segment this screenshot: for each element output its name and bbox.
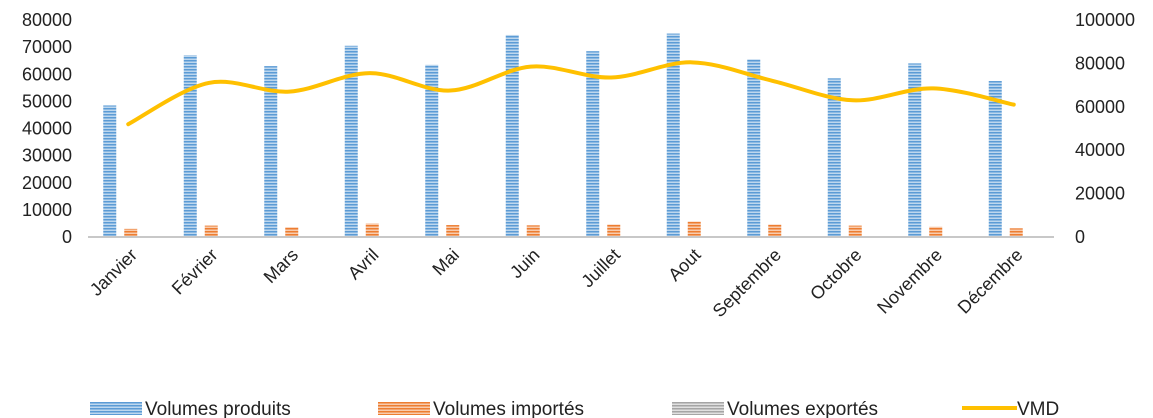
- vmd-line: [126, 60, 1016, 127]
- x-axis-labels: Janvier Février Mars Avril Mai Juin Juillet Aou…: [86, 245, 1027, 321]
- legend-swatch: [90, 402, 142, 415]
- bar-volumes-importes: [607, 224, 621, 237]
- y-right-tick-label: 0: [1075, 227, 1085, 247]
- x-tick-label: Octobre: [806, 245, 865, 304]
- bar-volumes-produits: [183, 55, 197, 238]
- left-axis-ticks: 0 10000 20000 30000 40000 50000 60000 70000 8000…: [22, 10, 72, 247]
- y-left-tick-label: 60000: [22, 64, 72, 84]
- bar-volumes-produits: [988, 81, 1002, 237]
- bar-volumes-importes: [687, 221, 701, 237]
- y-left-tick-label: 0: [62, 227, 72, 247]
- bar-volumes-produits: [103, 105, 117, 237]
- y-right-tick-label: 60000: [1075, 97, 1125, 117]
- bar-volumes-importes: [526, 225, 540, 237]
- x-tick-label: Décembre: [954, 245, 1027, 318]
- x-tick-label: Mars: [260, 245, 302, 287]
- y-left-tick-label: 70000: [22, 37, 72, 57]
- x-tick-label: Mai: [428, 245, 463, 280]
- x-tick-label: Avril: [344, 245, 383, 284]
- x-tick-label: Juin: [506, 245, 543, 282]
- legend-label: Volumes importés: [433, 399, 584, 418]
- y-right-tick-label: 20000: [1075, 184, 1125, 204]
- legend-label: Volumes produits: [145, 399, 291, 418]
- bar-volumes-importes: [1009, 228, 1023, 237]
- bar-volumes-importes: [929, 226, 943, 237]
- x-tick-label: Février: [168, 245, 222, 299]
- y-left-tick-label: 50000: [22, 91, 72, 111]
- legend-label: Volumes exportés: [727, 399, 878, 418]
- legend-label: VMD: [1017, 399, 1059, 418]
- bar-volumes-produits: [666, 33, 680, 237]
- bar-volumes-importes: [285, 227, 299, 237]
- vmd-line-group: [126, 60, 1016, 127]
- x-tick-label: Janvier: [86, 245, 141, 300]
- legend-swatch: [672, 402, 724, 415]
- bar-volumes-produits: [344, 45, 358, 237]
- bar-volumes-importes: [124, 228, 138, 237]
- bar-volumes-importes: [204, 225, 218, 237]
- y-right-tick-label: 100000: [1075, 10, 1135, 30]
- bar-volumes-produits: [908, 63, 922, 238]
- x-tick-label: Aout: [664, 245, 704, 285]
- y-left-tick-label: 30000: [22, 146, 72, 166]
- y-right-tick-label: 80000: [1075, 53, 1125, 73]
- bar-volumes-importes: [848, 225, 862, 237]
- x-tick-label: Novembre: [873, 245, 946, 318]
- y-left-tick-label: 40000: [22, 119, 72, 139]
- bar-volumes-produits: [827, 78, 841, 237]
- bar-volumes-importes: [446, 225, 460, 237]
- bars-group: [103, 33, 1023, 238]
- y-left-tick-label: 10000: [22, 200, 72, 220]
- legend-swatch: [378, 402, 430, 415]
- bar-volumes-produits: [586, 51, 600, 237]
- legend: Volumes produits Volumes importés Volumes …: [90, 399, 1059, 418]
- y-right-tick-label: 40000: [1075, 140, 1125, 160]
- bar-volumes-importes: [768, 224, 782, 237]
- bar-volumes-importes: [365, 223, 379, 237]
- bar-volumes-produits: [425, 64, 439, 237]
- y-left-tick-label: 80000: [22, 10, 72, 30]
- right-axis-ticks: 0 20000 40000 60000 80000 100000: [1075, 10, 1135, 247]
- bar-volumes-produits: [505, 34, 519, 238]
- x-tick-label: Juillet: [577, 245, 624, 292]
- bar-volumes-produits: [264, 66, 278, 237]
- x-tick-label: Septembre: [709, 245, 785, 321]
- bar-volumes-produits: [747, 59, 761, 237]
- y-left-tick-label: 20000: [22, 173, 72, 193]
